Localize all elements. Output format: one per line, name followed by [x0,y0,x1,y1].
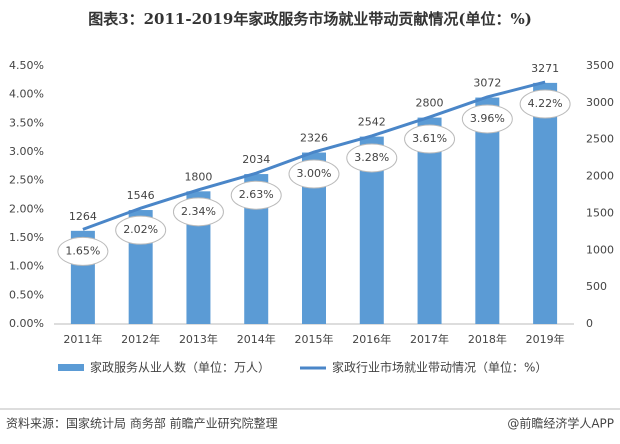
bar-label: 3271 [531,62,559,75]
line-label: 4.22% [528,97,563,110]
label-bubble [519,89,571,119]
bar-label: 3072 [473,77,501,90]
y2-tick-label: 2500 [586,133,614,146]
label-bubble [115,215,167,245]
chart-title: 图表3：2011-2019年家政服务市场就业带动贡献情况(单位：%) [88,10,532,28]
y-tick-label: 1.50% [9,231,44,244]
x-tick-label: 2017年 [410,332,449,346]
y2-tick-label: 3500 [586,59,614,72]
y-tick-label: 2.00% [9,202,44,215]
bar-label: 2542 [358,116,386,129]
label-bubble [230,180,282,210]
x-tick-label: 2018年 [468,332,507,346]
y2-tick-label: 1000 [586,243,614,256]
y-tick-label: 3.50% [9,116,44,129]
x-tick-label: 2011年 [63,332,102,346]
label-bubble [404,124,456,154]
bar-label: 1264 [69,210,97,223]
x-tick-label: 2015年 [295,332,334,346]
line-label: 3.28% [354,151,389,164]
y-tick-label: 0.50% [9,288,44,301]
y2-tick-label: 500 [586,280,607,293]
y-tick-label: 1.00% [9,260,44,273]
label-bubble [346,143,398,173]
label-bubble [461,104,513,134]
y-tick-label: 4.00% [9,88,44,101]
line [82,80,546,231]
line-label: 3.96% [470,112,505,125]
y-tick-label: 0.00% [9,317,44,330]
bar [533,82,558,324]
legend-swatch [58,364,84,371]
label-bubble [288,159,340,189]
line-label: 3.00% [297,167,332,180]
y2-tick-label: 1500 [586,206,614,219]
source: 资料来源：国家统计局 商务部 前瞻产业研究院整理 [6,416,278,431]
y2-tick-label: 0 [586,317,593,330]
legend-label: 家政服务从业人数（单位：万人） [90,360,270,375]
y2-tick-label: 2000 [586,170,614,183]
bar-label: 2034 [242,153,270,166]
x-tick-label: 2014年 [237,332,276,346]
line-label: 2.34% [181,205,216,218]
y-tick-label: 4.50% [9,59,44,72]
x-tick-label: 2019年 [526,332,565,346]
bar-label: 1546 [127,189,155,202]
y-tick-label: 2.50% [9,174,44,187]
bar-label: 1800 [184,170,212,183]
y-tick-label: 3.00% [9,145,44,158]
x-tick-label: 2016年 [352,332,391,346]
bar-label: 2326 [300,132,328,145]
line-label: 1.65% [65,244,100,257]
y2-tick-label: 3000 [586,96,614,109]
label-bubble [57,236,109,266]
bar [475,97,500,324]
x-tick-label: 2013年 [179,332,218,346]
credit: @前瞻经济学人APP [507,416,614,431]
line-label: 2.02% [123,223,158,236]
line-label: 3.61% [412,132,447,145]
legend-label: 家政行业市场就业带动情况（单位：%） [332,360,547,375]
x-tick-label: 2012年 [121,332,160,346]
label-bubble [172,197,224,227]
line-label: 2.63% [239,188,274,201]
bar-label: 2800 [416,97,444,110]
